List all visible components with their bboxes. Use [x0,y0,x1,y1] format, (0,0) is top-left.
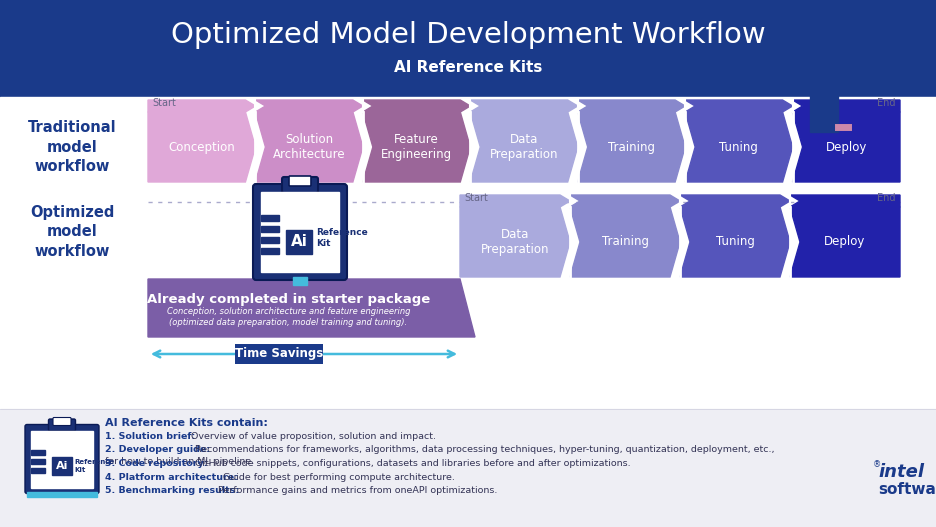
Bar [27,492,97,496]
Bar [31,431,93,487]
Text: Deploy: Deploy [825,236,866,249]
Polygon shape [363,100,470,112]
Text: AI Reference Kits contain:: AI Reference Kits contain: [105,418,268,428]
Text: Overview of value proposition, solution and impact.: Overview of value proposition, solution … [188,432,436,441]
Text: Feature
Engineering: Feature Engineering [381,133,452,161]
Text: 2. Developer guide:: 2. Developer guide: [105,445,210,454]
Text: 5. Benchmarking results:: 5. Benchmarking results: [105,486,239,495]
Bar [0,409,936,527]
Text: Ai: Ai [290,235,307,249]
Bar [810,90,838,132]
Text: Training: Training [607,141,655,153]
Text: intel: intel [878,463,924,481]
Polygon shape [460,207,570,277]
Text: Reference
Kit: Reference Kit [74,460,114,473]
FancyBboxPatch shape [49,419,76,431]
Text: 4. Platform architecture:: 4. Platform architecture: [105,473,238,482]
Bar [52,457,72,475]
Polygon shape [685,112,793,182]
FancyBboxPatch shape [289,176,311,186]
Polygon shape [256,100,363,112]
Bar [31,468,45,473]
Polygon shape [790,195,900,207]
Text: software: software [878,482,936,496]
Polygon shape [793,100,900,112]
Polygon shape [793,112,900,182]
Text: 3. Code repository:: 3. Code repository: [105,459,208,468]
Text: Optimized
model
workflow: Optimized model workflow [30,204,114,259]
Bar [0,0,936,97]
Bar [31,450,45,455]
Text: GitHub code snippets, configurations, datasets and libraries before and after op: GitHub code snippets, configurations, da… [193,459,631,468]
Text: End: End [878,193,896,203]
Text: 1. Solution brief:: 1. Solution brief: [105,432,196,441]
Polygon shape [470,100,578,112]
Text: Conception, solution architecture and feature engineering
(optimized data prepar: Conception, solution architecture and fe… [167,307,410,327]
Text: ®: ® [873,461,881,470]
Bar [261,226,279,232]
Text: Tuning: Tuning [720,141,758,153]
Text: Data
Preparation: Data Preparation [490,133,558,161]
Text: Already completed in starter package: Already completed in starter package [147,294,430,307]
Bar [286,230,312,254]
FancyBboxPatch shape [235,344,323,364]
Polygon shape [148,112,256,182]
Text: Ai: Ai [56,461,68,471]
Text: Performance gains and metrics from oneAPI optimizations.: Performance gains and metrics from oneAP… [215,486,498,495]
Text: Recommendations for frameworks, algorithms, data processing techniques, hyper-tu: Recommendations for frameworks, algorith… [193,445,775,454]
Polygon shape [256,112,363,182]
Polygon shape [363,112,470,182]
Bar [261,237,279,243]
Text: for how to build an ML pipeline.: for how to build an ML pipeline. [105,456,255,465]
Polygon shape [148,279,475,337]
Polygon shape [790,207,900,277]
Polygon shape [578,112,685,182]
Polygon shape [680,195,790,207]
Text: Conception: Conception [168,141,235,153]
Text: Start: Start [152,98,176,108]
Polygon shape [470,112,578,182]
Bar [293,277,307,285]
Bar [31,459,45,464]
Bar [261,215,279,221]
Text: End: End [878,98,896,108]
Text: Optimized Model Development Workflow: Optimized Model Development Workflow [170,21,766,49]
Polygon shape [570,207,680,277]
Polygon shape [685,100,793,112]
Text: Solution
Architecture: Solution Architecture [272,133,345,161]
Text: Training: Training [602,236,649,249]
FancyBboxPatch shape [253,184,347,280]
Text: Deploy: Deploy [826,141,867,153]
Polygon shape [578,100,685,112]
Text: Guide for best performing compute architecture.: Guide for best performing compute archit… [220,473,455,482]
Text: AI Reference Kits: AI Reference Kits [394,60,542,74]
Polygon shape [460,195,570,207]
Polygon shape [148,100,256,112]
Text: Time Savings: Time Savings [235,347,323,360]
FancyBboxPatch shape [53,417,71,425]
Bar [261,248,279,254]
Text: Reference
Kit: Reference Kit [316,228,368,248]
FancyBboxPatch shape [25,425,99,493]
FancyBboxPatch shape [282,177,318,193]
Polygon shape [570,195,680,207]
Bar [261,192,339,272]
Text: Tuning: Tuning [715,236,754,249]
Polygon shape [680,207,790,277]
Text: Data
Preparation: Data Preparation [481,228,549,256]
Bar [0,97,936,409]
Text: Start: Start [464,193,488,203]
Text: Traditional
model
workflow: Traditional model workflow [28,120,116,174]
